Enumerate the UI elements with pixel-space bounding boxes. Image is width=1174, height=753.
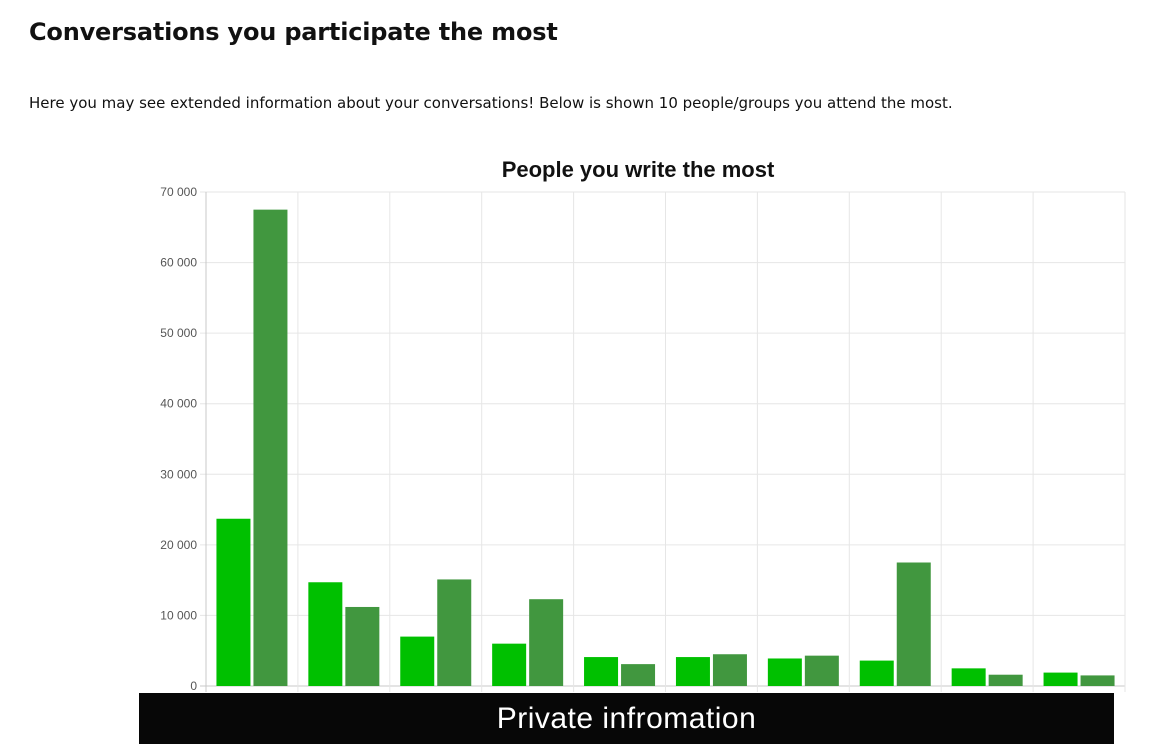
bar-series-1 [492, 643, 527, 686]
y-tick-label: 20 000 [160, 538, 197, 552]
y-tick-label: 50 000 [160, 326, 197, 340]
bars [216, 209, 1115, 686]
bar-series-1 [400, 636, 435, 686]
bar-series-1 [216, 518, 251, 686]
redaction-banner: Private infromation [139, 693, 1114, 744]
y-tick-label: 30 000 [160, 467, 197, 481]
y-axis: 0 10 000 20 000 30 000 40 000 50 000 60 000 70 … [160, 185, 197, 693]
bar-series-1 [859, 660, 894, 686]
y-tick-label: 40 000 [160, 397, 197, 411]
intro-text: Here you may see extended information ab… [29, 94, 953, 112]
y-tick-label: 10 000 [160, 608, 197, 622]
redaction-label: Private infromation [496, 701, 757, 735]
bar-series-2 [345, 606, 380, 686]
bar-series-2 [712, 654, 747, 686]
bar-series-2 [896, 562, 931, 686]
bar-series-2 [253, 209, 288, 686]
bar-series-2 [988, 674, 1023, 686]
bar-series-2 [529, 599, 564, 686]
bar-series-2 [1080, 675, 1115, 686]
bar-series-1 [308, 582, 343, 686]
bar-series-1 [951, 668, 986, 686]
bar-series-1 [767, 658, 802, 686]
y-tick-label: 70 000 [160, 185, 197, 199]
bar-series-2 [437, 579, 472, 686]
page-title: Conversations you participate the most [29, 18, 558, 46]
y-tick-label: 60 000 [160, 256, 197, 270]
bar-series-1 [584, 657, 619, 686]
bar-series-2 [804, 655, 839, 686]
y-tick-label: 0 [190, 679, 197, 693]
bar-series-1 [675, 657, 710, 686]
bar-series-2 [621, 664, 656, 686]
bar-series-1 [1043, 672, 1078, 686]
chart-title: People you write the most [502, 157, 775, 182]
chart-grid [200, 191, 1126, 692]
